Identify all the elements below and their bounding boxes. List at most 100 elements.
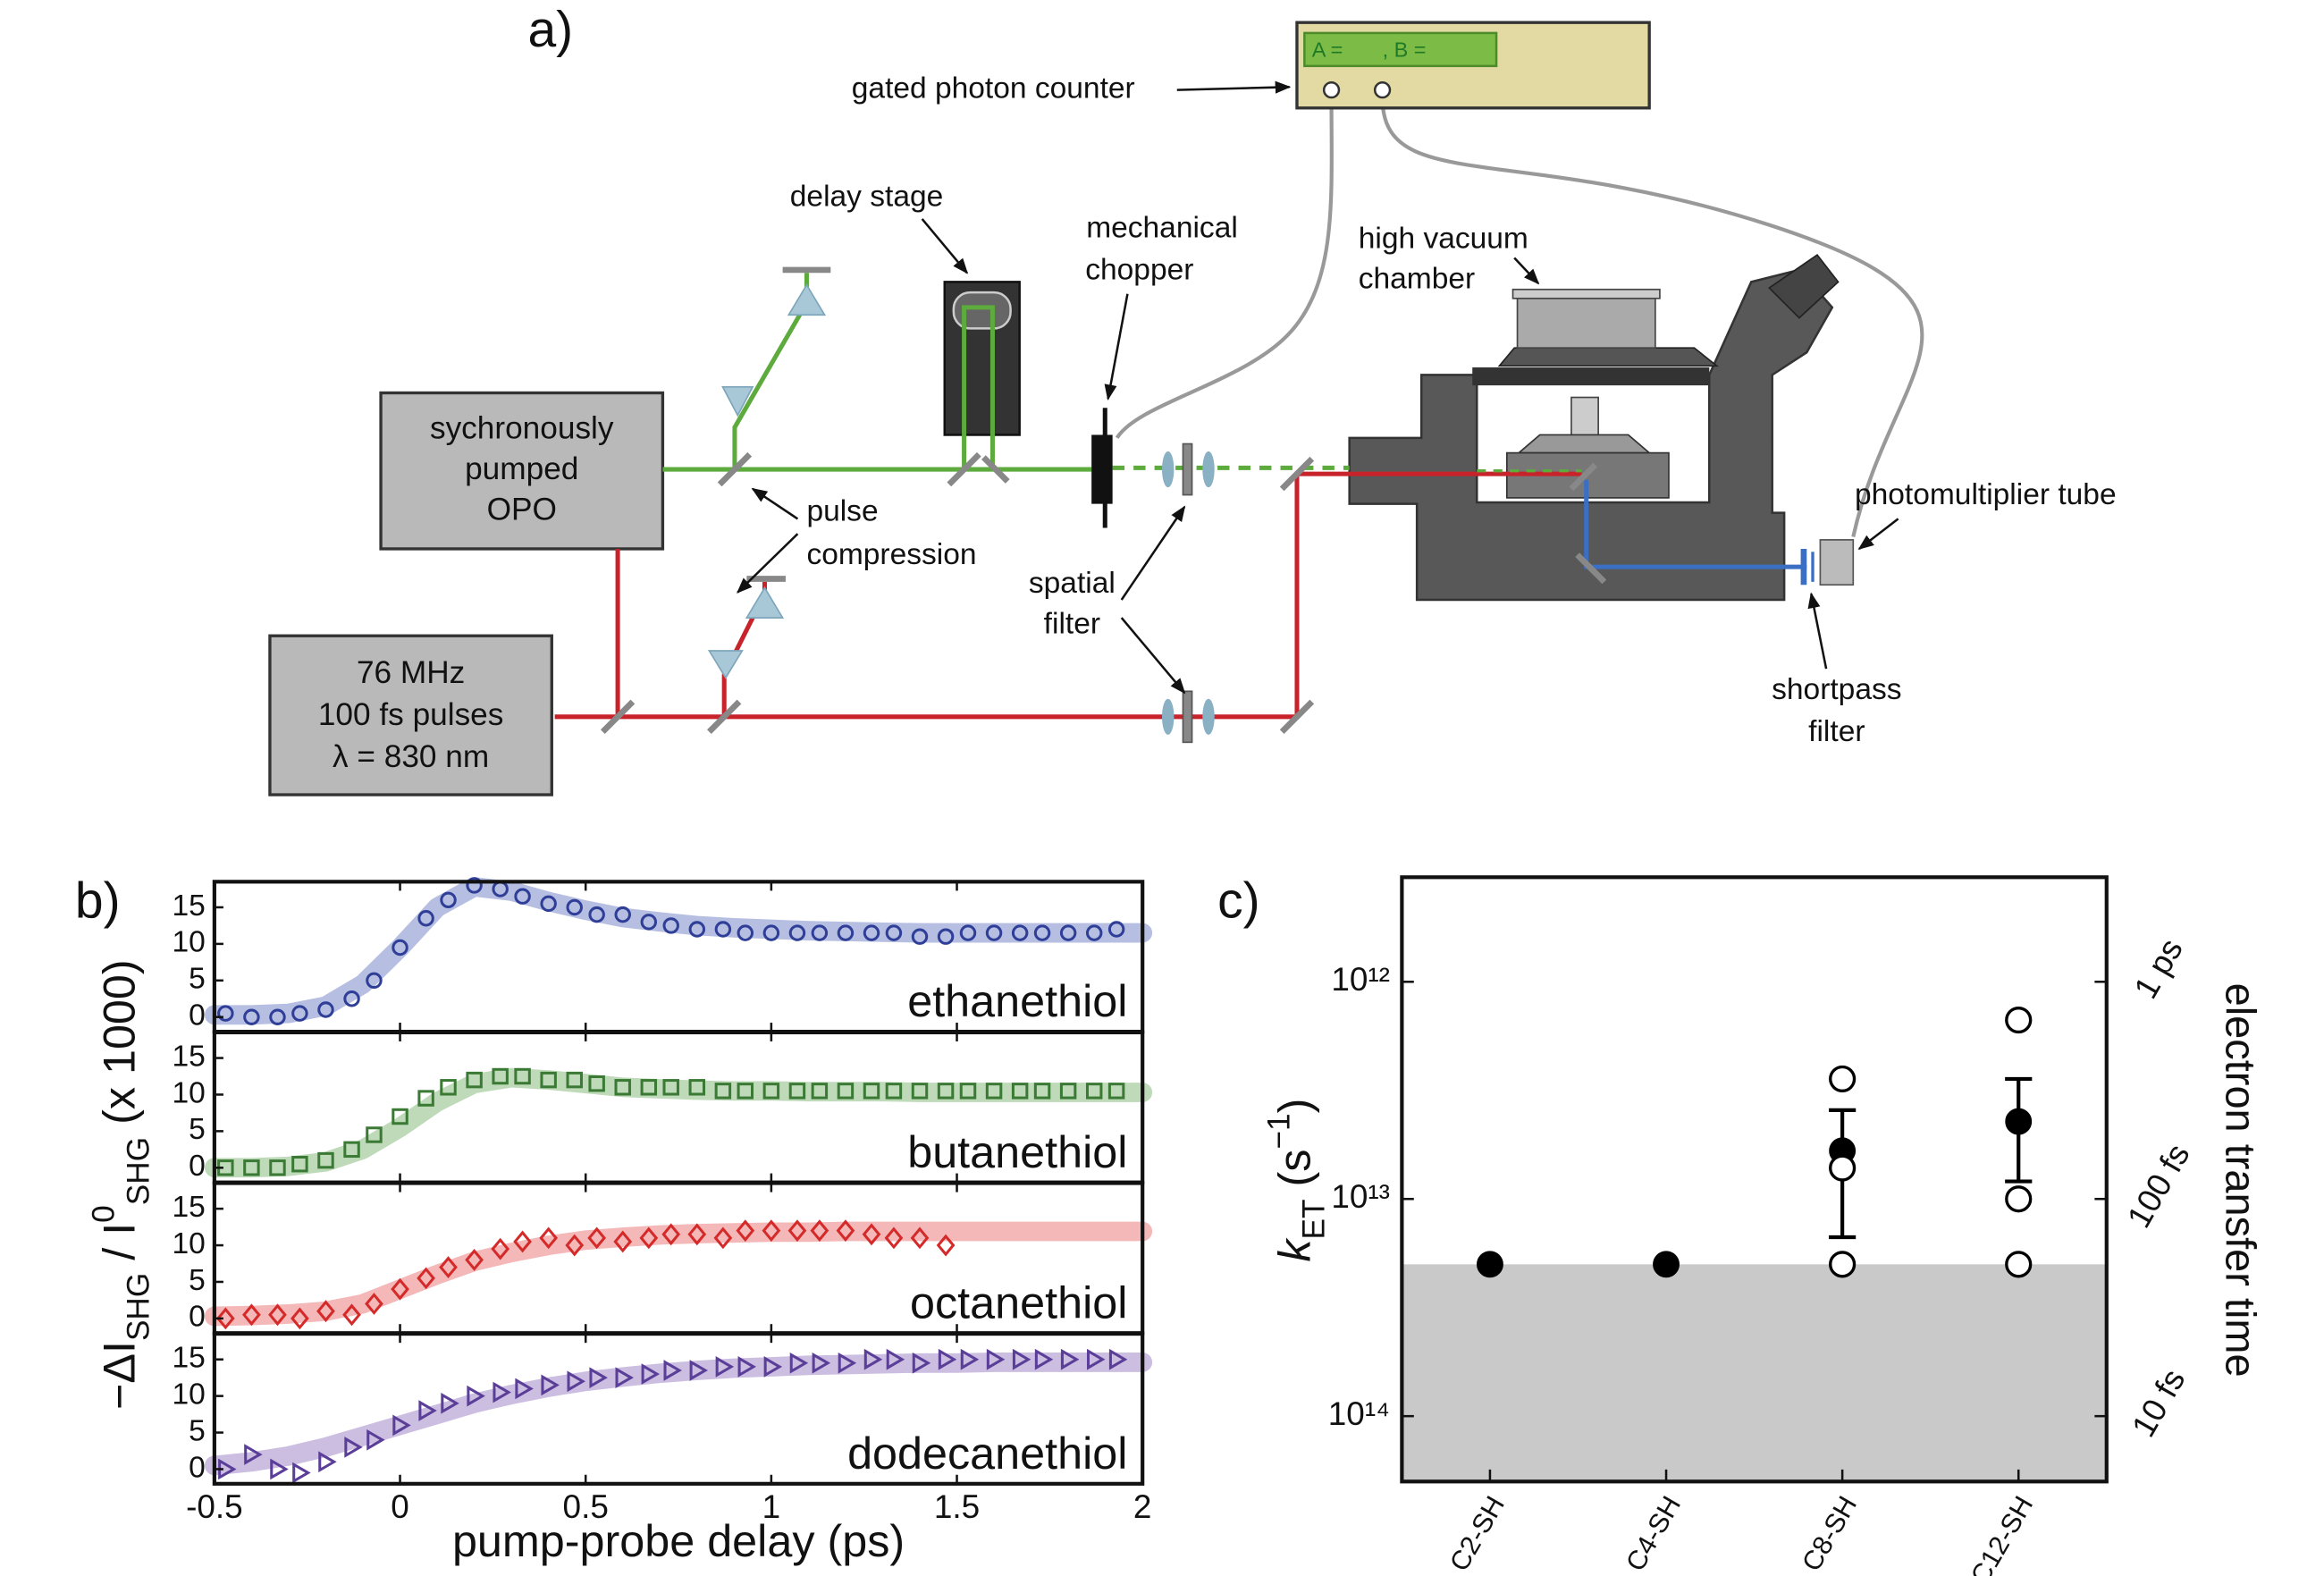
label-part: k <box>1269 1237 1320 1262</box>
data-point <box>936 1234 956 1257</box>
x-axis-label: pump-probe delay (ps) <box>452 1515 905 1566</box>
x-tick-label: C8-SH <box>1797 1491 1863 1576</box>
data-point <box>714 921 732 938</box>
label: mechanical <box>1086 212 1238 245</box>
data-point <box>365 1293 383 1315</box>
pmt <box>1819 539 1855 586</box>
data-point <box>343 1141 360 1159</box>
label: pulse <box>806 495 878 528</box>
label-part: (x 1000) <box>94 959 145 1137</box>
x-tick-label: -0.5 <box>186 1488 243 1525</box>
data-point <box>466 1071 483 1089</box>
data-point <box>985 1083 1003 1100</box>
data-point <box>763 1356 783 1378</box>
plot-frame <box>1400 875 2109 1484</box>
stage-top <box>1497 347 1720 367</box>
data-point <box>911 928 929 945</box>
data-point <box>639 1226 659 1250</box>
label: 76 MHz <box>357 655 465 690</box>
label: λ = 830 nm <box>333 739 489 774</box>
data-point <box>539 1226 559 1250</box>
laser-box <box>268 634 553 796</box>
data-point <box>1059 924 1077 941</box>
data-point <box>1059 1083 1077 1100</box>
data-point <box>243 1159 260 1176</box>
red-beam <box>554 471 1582 720</box>
data-point <box>588 1075 605 1092</box>
data-point <box>513 1230 532 1253</box>
shaded-region <box>1402 1264 2107 1482</box>
data-point <box>641 1363 661 1385</box>
opo-box <box>379 391 665 551</box>
data-point <box>2005 1108 2033 1135</box>
data-point <box>417 910 434 927</box>
data-point <box>884 1226 904 1250</box>
data-point <box>837 1083 855 1100</box>
x-tick-label: 0 <box>391 1488 409 1525</box>
vacuum-chamber <box>1516 296 1656 350</box>
data-point <box>217 1005 234 1022</box>
plot-frame <box>212 1331 1145 1486</box>
mirrors <box>600 266 1607 734</box>
data-point <box>243 1008 260 1025</box>
cable <box>1115 97 1334 440</box>
data-point <box>736 1219 755 1243</box>
data-point <box>614 906 631 923</box>
arrow <box>921 218 969 274</box>
data-point <box>317 1151 334 1169</box>
data-point <box>960 1348 980 1370</box>
prisms <box>707 283 827 679</box>
y-tick-label: 10 <box>172 1378 205 1411</box>
data-point <box>885 1083 903 1100</box>
data-point <box>762 1219 781 1243</box>
data-point <box>789 1352 809 1374</box>
panel-annotation: octanethiol <box>910 1277 1127 1327</box>
y-tick-label: 5 <box>189 963 206 996</box>
y-tick-label: 10¹³ <box>1331 1178 1390 1215</box>
data-point <box>788 1083 806 1100</box>
label-part: ET <box>1296 1199 1331 1239</box>
data-point <box>938 1348 957 1370</box>
label-part: SHG <box>121 1137 156 1205</box>
data-point <box>737 1083 754 1100</box>
data-point <box>662 1079 679 1096</box>
data-point <box>836 1219 855 1243</box>
data-point <box>418 1400 437 1421</box>
data-point <box>910 1226 930 1250</box>
arrow <box>737 533 799 594</box>
label: pumped <box>465 451 578 486</box>
y2-axis-label: electron transfer time <box>2217 983 2264 1378</box>
data-point <box>565 1234 585 1257</box>
data-point <box>515 1378 534 1400</box>
arrow <box>1120 505 1186 601</box>
data-point <box>1085 1083 1103 1100</box>
data-point <box>215 1307 235 1330</box>
data-point <box>1107 1083 1125 1100</box>
label-part: (s <box>1269 1150 1320 1200</box>
data-point <box>837 924 855 941</box>
data-point <box>788 924 806 941</box>
data-point <box>1012 1348 1031 1370</box>
label: gated photon counter <box>852 72 1135 105</box>
data-point <box>1033 924 1051 941</box>
data-point <box>540 1071 557 1089</box>
display-b: , B = <box>1383 38 1427 61</box>
panel-label: a) <box>527 1 573 58</box>
data-point <box>1034 1348 1054 1370</box>
green-beam <box>962 305 995 470</box>
data-point <box>417 1267 435 1290</box>
counter-display <box>1303 31 1498 68</box>
data-point <box>863 1083 880 1100</box>
data-point <box>465 1248 484 1271</box>
data-point <box>613 1230 633 1253</box>
setup-diagram: a) A = , B = gated photon counter sychro… <box>268 1 2117 796</box>
arrow <box>1176 80 1292 94</box>
data-point <box>1829 1065 1857 1093</box>
x-tick-label: 0.5 <box>563 1488 609 1525</box>
connector <box>1322 81 1341 99</box>
data-point <box>316 1300 335 1323</box>
data-point <box>466 877 483 894</box>
x-tick-label: C4-SH <box>1621 1491 1687 1576</box>
label-part: −1 <box>1261 1113 1296 1149</box>
